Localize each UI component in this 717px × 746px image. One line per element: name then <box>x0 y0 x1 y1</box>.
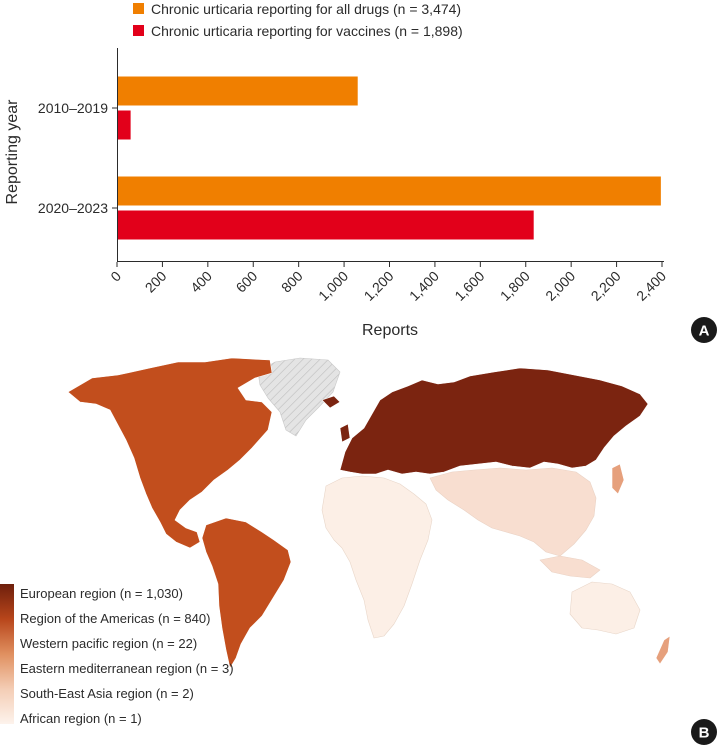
y-tick-label: 2020–2023 <box>38 200 108 216</box>
region-legend-label: Western pacific region (n = 22) <box>20 636 197 651</box>
bars <box>118 76 661 240</box>
x-tick-label: 200 <box>142 268 170 296</box>
legend-label-vaccines: Chronic urticaria reporting for vaccines… <box>151 23 463 39</box>
region-legend-label: Region of the Americas (n = 840) <box>20 611 210 626</box>
legend-swatch-all-drugs <box>133 3 144 14</box>
map-iceland <box>321 395 341 409</box>
region-legend-label: European region (n = 1,030) <box>20 586 183 601</box>
x-tick-label: 1,400 <box>406 268 442 304</box>
x-tick-label: 1,000 <box>315 268 351 304</box>
map-south-america <box>201 517 292 669</box>
x-tick-label: 1,200 <box>361 268 397 304</box>
bar-all-drugs-1 <box>118 176 661 206</box>
panel-b-letter: B <box>699 725 710 742</box>
map-north-america <box>67 357 273 549</box>
map-australia <box>569 581 641 635</box>
region-legend-label: Eastern mediterranean region (n = 3) <box>20 661 234 676</box>
x-tick-label: 2,200 <box>588 268 624 304</box>
bar-all-drugs-0 <box>118 76 358 106</box>
panel-b-badge <box>691 719 717 745</box>
world-map-panel: European region (n = 1,030) Region of the… <box>0 357 717 745</box>
x-axis-title: Reports <box>362 322 418 339</box>
bar-chart-panel: Chronic urticaria reporting for all drug… <box>4 1 717 343</box>
map-asia <box>429 467 597 557</box>
bar-vaccines-1 <box>118 210 534 240</box>
x-tick-label: 600 <box>233 268 261 296</box>
map-europe <box>339 367 649 475</box>
x-tick-label: 2,000 <box>542 268 578 304</box>
map-japan <box>611 463 625 495</box>
x-tick-label: 800 <box>278 268 306 296</box>
x-tick-label: 400 <box>187 268 215 296</box>
world-map <box>67 357 671 669</box>
panel-a-letter: A <box>699 323 710 340</box>
bar-legend: Chronic urticaria reporting for all drug… <box>133 1 463 39</box>
y-axis-title: Reporting year <box>4 99 21 205</box>
region-legend-label: South-East Asia region (n = 2) <box>20 686 194 701</box>
x-ticks: 0 200 400 600 800 1,000 1,200 1,400 1,600 1,800 2,… <box>107 262 669 304</box>
y-ticks: 2010–2019 2020–2023 <box>38 100 117 216</box>
color-scale-bar <box>0 584 14 724</box>
map-africa <box>321 475 433 639</box>
map-new-zealand <box>655 635 671 665</box>
map-se-asia-islands <box>539 555 601 579</box>
x-tick-label: 1,800 <box>497 268 533 304</box>
panel-a-badge <box>691 317 717 343</box>
region-legend: European region (n = 1,030) Region of the… <box>20 586 234 726</box>
map-uk <box>339 423 351 443</box>
region-legend-label: African region (n = 1) <box>20 711 142 726</box>
legend-swatch-vaccines <box>133 25 144 36</box>
legend-label-all-drugs: Chronic urticaria reporting for all drug… <box>151 1 461 17</box>
x-tick-label: 1,600 <box>451 268 487 304</box>
x-tick-label: 2,400 <box>633 268 669 304</box>
map-greenland <box>257 357 341 437</box>
x-tick-label: 0 <box>107 268 124 285</box>
y-tick-label: 2010–2019 <box>38 100 108 116</box>
bar-vaccines-0 <box>118 110 131 140</box>
